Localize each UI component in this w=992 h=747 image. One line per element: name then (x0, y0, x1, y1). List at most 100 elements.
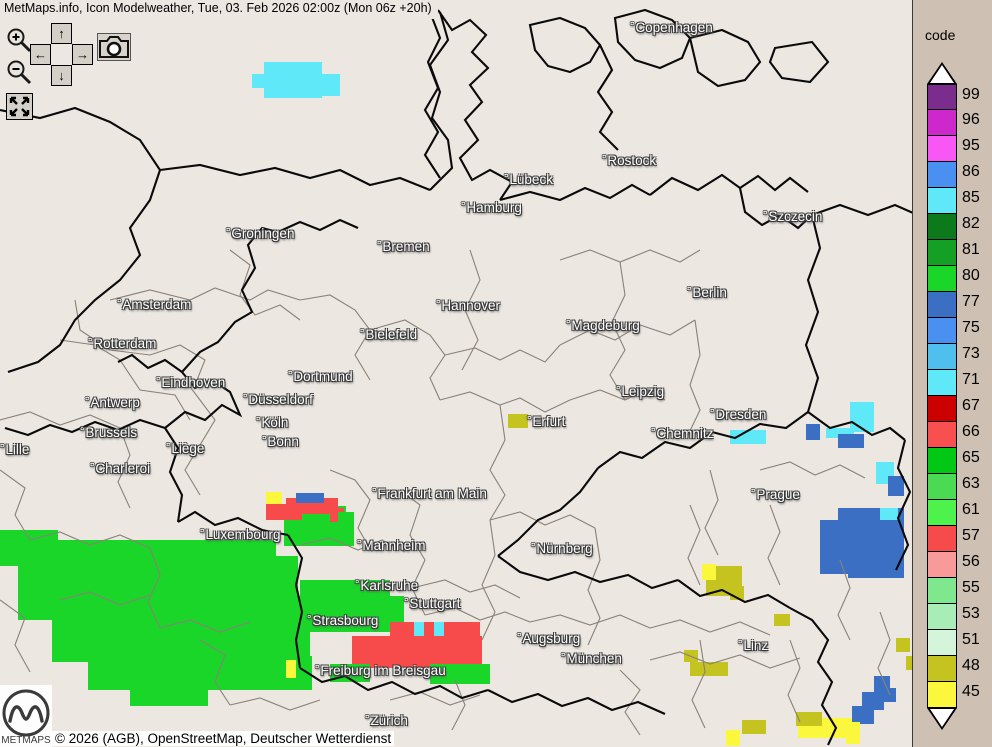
weather-cell (264, 88, 322, 98)
metmaps-logo-icon: METMAPS (1, 689, 51, 746)
legend-entry-label: 86 (962, 163, 980, 180)
pan-right-button[interactable]: → (72, 44, 93, 65)
legend-cap-bottom (927, 708, 957, 730)
legend-entry: 81 (927, 240, 980, 266)
legend-entry: 80 (927, 266, 980, 292)
legend-entry: 96 (927, 110, 980, 136)
snapshot-button[interactable] (97, 33, 131, 61)
weather-cell (726, 730, 740, 746)
legend-entry: 67 (927, 396, 980, 422)
legend-entry: 95 (927, 136, 980, 162)
legend-entry-label: 96 (962, 111, 980, 128)
map-toolbar: ↑ ← → ↓ (0, 17, 140, 127)
weather-cell (742, 720, 766, 734)
legend-entry-label: 73 (962, 345, 980, 362)
legend-entry: 85 (927, 188, 980, 214)
weather-cell (796, 712, 822, 726)
legend-entry-label: 71 (962, 371, 980, 388)
legend-entry: 65 (927, 448, 980, 474)
weather-cell (838, 434, 864, 448)
legend-entry-label: 63 (962, 475, 980, 492)
legend-entry: 56 (927, 552, 980, 578)
weather-cell (266, 504, 302, 520)
legend-entry-label: 81 (962, 241, 980, 258)
zoom-out-icon (7, 60, 32, 85)
weather-cell (18, 556, 298, 620)
legend-entry-label: 80 (962, 267, 980, 284)
legend-title: code (925, 27, 956, 43)
legend-entry-label: 61 (962, 501, 980, 518)
legend-entry-label: 55 (962, 579, 980, 596)
legend-rows: 99 96 95 86 85 82 81 80 77 75 73 71 67 66 65 63 61 57 56 55… (927, 84, 980, 708)
metmaps-logo: METMAPS (0, 685, 52, 747)
weather-cell (130, 684, 208, 706)
legend-entry: 77 (927, 292, 980, 318)
weather-cell (264, 62, 322, 74)
legend-entry-label: 53 (962, 605, 980, 622)
weather-cell (690, 662, 728, 676)
legend-entry: 63 (927, 474, 980, 500)
legend-entry: 86 (927, 162, 980, 188)
map-attribution: © 2026 (AGB), OpenStreetMap, Deutscher W… (52, 731, 395, 746)
weather-cell (852, 706, 874, 724)
weather-cell (702, 564, 716, 580)
legend-entry-label: 75 (962, 319, 980, 336)
weather-cell (826, 428, 854, 438)
weather-cell (820, 520, 904, 574)
weather-cell (430, 664, 490, 684)
legend-entry-label: 95 (962, 137, 980, 154)
legend-entry-label: 67 (962, 397, 980, 414)
weather-cell (296, 493, 324, 503)
legend-entry-label: 51 (962, 631, 980, 648)
legend-entry: 57 (927, 526, 980, 552)
weather-cell (52, 612, 310, 662)
legend-cap-top (927, 62, 957, 84)
legend-entry-label: 82 (962, 215, 980, 232)
legend-entry-label: 65 (962, 449, 980, 466)
fullscreen-button[interactable] (6, 93, 33, 120)
zoom-in-button[interactable] (6, 27, 32, 58)
legend-entry: 73 (927, 344, 980, 370)
legend-entry: 51 (927, 630, 980, 656)
weather-cell (730, 430, 766, 444)
weather-cell (508, 414, 528, 428)
zoom-in-icon (7, 28, 32, 53)
weather-cell (266, 492, 282, 506)
legend-entry-label: 56 (962, 553, 980, 570)
weather-cell (850, 402, 874, 432)
zoom-out-button[interactable] (6, 59, 32, 90)
legend-entry-label: 45 (962, 683, 980, 700)
pan-left-button[interactable]: ← (30, 44, 51, 65)
legend-entry: 61 (927, 500, 980, 526)
weather-cell (338, 512, 354, 546)
national-borders-and-coastline (0, 8, 921, 746)
legend-entry: 75 (927, 318, 980, 344)
legend-entry: 53 (927, 604, 980, 630)
legend-entry-label: 48 (962, 657, 980, 674)
legend-entry: 82 (927, 214, 980, 240)
legend-entry: 66 (927, 422, 980, 448)
weather-cell (806, 424, 820, 440)
weather-cell (414, 622, 424, 636)
weather-cell (896, 638, 910, 652)
weather-cell (880, 508, 898, 522)
camera-icon (99, 36, 129, 58)
pan-up-button[interactable]: ↑ (51, 23, 72, 44)
weather-cell (882, 688, 896, 702)
legend-entry-label: 85 (962, 189, 980, 206)
weather-cell (434, 622, 444, 636)
weather-cell (774, 614, 790, 626)
internal-borders (0, 249, 891, 736)
map-title: MetMaps.info, Icon Modelweather, Tue, 03… (0, 0, 438, 19)
weather-cell (310, 74, 340, 96)
precipitation-overlay (0, 62, 918, 746)
legend-entry-label: 99 (962, 86, 980, 103)
pan-down-button[interactable]: ↓ (51, 65, 72, 86)
weather-cell (846, 722, 860, 744)
legend-panel: code 99 96 95 86 85 82 81 80 77 75 73 71 67 66 65 63 61 5… (912, 0, 992, 747)
legend-colorbar: 99 96 95 86 85 82 81 80 77 75 73 71 67 66 65 63 61 57 56 55… (927, 62, 980, 730)
legend-entry: 45 (927, 682, 980, 708)
